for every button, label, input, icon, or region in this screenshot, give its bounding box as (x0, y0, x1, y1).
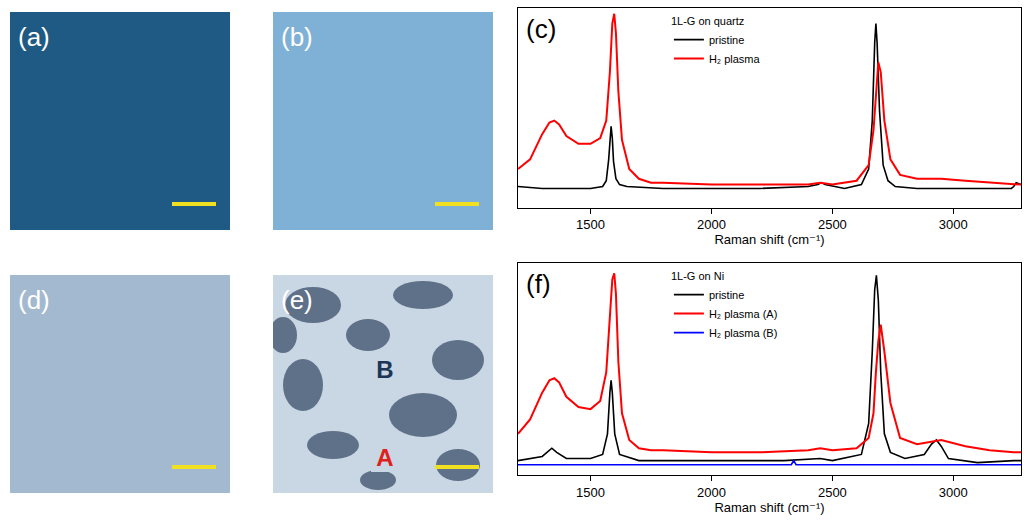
svg-text:(d): (d) (18, 285, 50, 315)
svg-text:(e): (e) (281, 285, 313, 315)
svg-text:A: A (376, 444, 393, 471)
svg-text:(c): (c) (526, 14, 556, 44)
svg-text:(a): (a) (18, 22, 50, 52)
svg-text:2000: 2000 (697, 485, 726, 500)
svg-text:pristine: pristine (709, 289, 744, 301)
svg-text:Raman shift (cm⁻¹): Raman shift (cm⁻¹) (714, 500, 824, 515)
svg-text:Raman shift (cm⁻¹): Raman shift (cm⁻¹) (714, 232, 824, 247)
svg-text:H₂ plasma (B): H₂ plasma (B) (709, 327, 777, 339)
svg-text:2500: 2500 (818, 217, 847, 232)
svg-text:3000: 3000 (939, 217, 968, 232)
svg-text:H₂ plasma (A): H₂ plasma (A) (709, 308, 777, 320)
svg-text:(f): (f) (526, 269, 551, 299)
svg-text:1500: 1500 (576, 485, 605, 500)
svg-text:pristine: pristine (709, 34, 744, 46)
svg-text:(b): (b) (281, 22, 313, 52)
svg-text:1L-G on quartz: 1L-G on quartz (671, 15, 744, 27)
svg-text:2500: 2500 (818, 485, 847, 500)
svg-text:B: B (376, 356, 393, 383)
svg-text:1500: 1500 (576, 217, 605, 232)
svg-text:1L-G on Ni: 1L-G on Ni (671, 270, 724, 282)
svg-text:2000: 2000 (697, 217, 726, 232)
svg-text:H₂ plasma: H₂ plasma (709, 53, 761, 65)
svg-text:3000: 3000 (939, 485, 968, 500)
